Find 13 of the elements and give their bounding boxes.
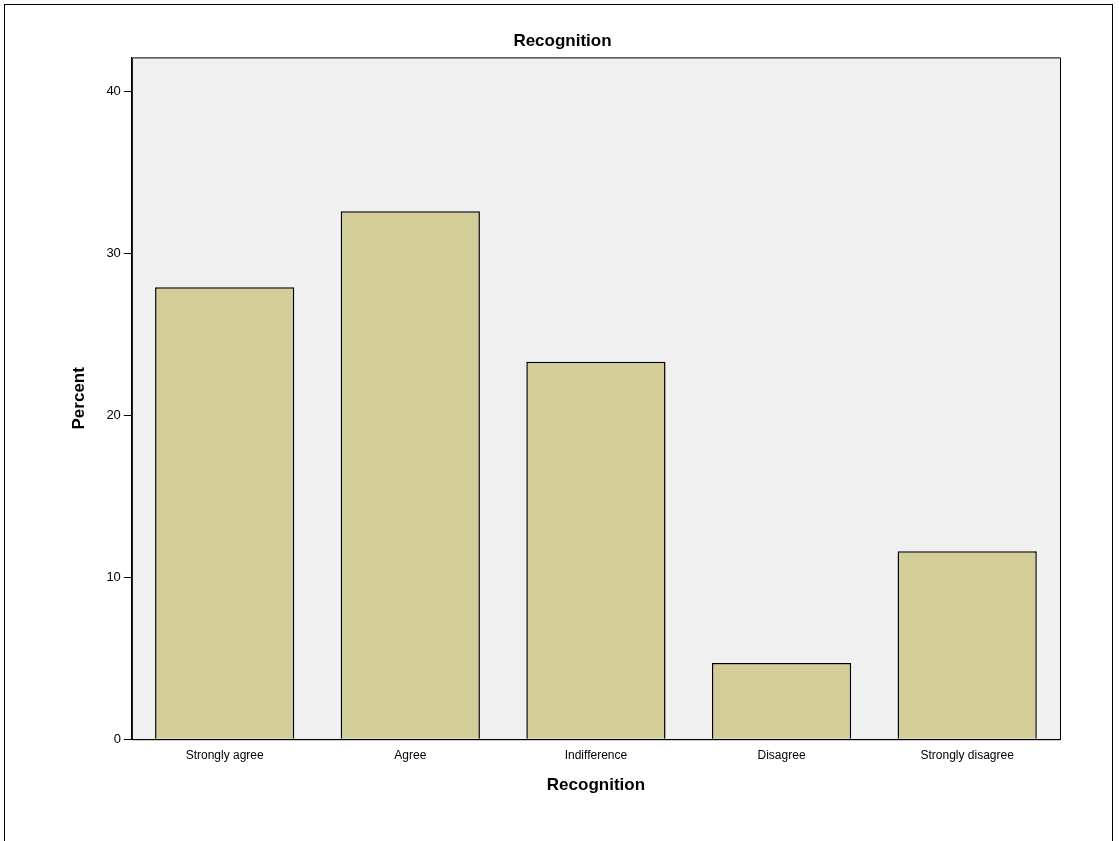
x-tick-label: Disagree bbox=[757, 747, 806, 762]
y-axis-title: Percent bbox=[68, 366, 88, 430]
x-tick-label: Strongly disagree bbox=[920, 747, 1015, 762]
y-tick-label: 10 bbox=[106, 568, 121, 584]
y-tick-label: 40 bbox=[106, 82, 121, 98]
chart-title: Recognition bbox=[513, 30, 612, 50]
x-tick-label: Indifference bbox=[564, 747, 628, 762]
y-tick-label: 20 bbox=[106, 406, 121, 422]
y-tick-label: 0 bbox=[113, 730, 121, 746]
x-tick-label: Agree bbox=[394, 747, 427, 762]
x-tick-label: Strongly agree bbox=[185, 747, 265, 762]
y-tick-label: 30 bbox=[106, 244, 121, 260]
x-axis-title: Recognition bbox=[546, 775, 646, 795]
